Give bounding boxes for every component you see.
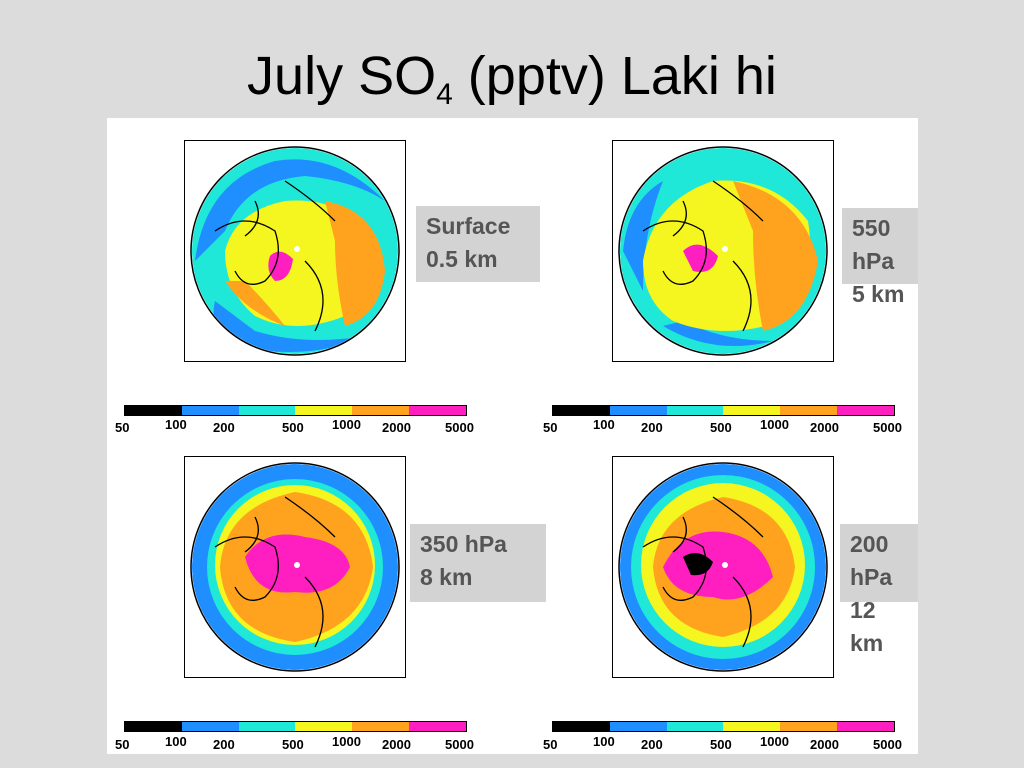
colorbar-segment [352, 722, 410, 731]
colorbar-ticks-surface: 50 100 200 500 1000 2000 5000 [115, 417, 485, 438]
colorbar-segment [780, 406, 838, 415]
colorbar-tick-label: 5000 [445, 420, 474, 435]
label-350hpa: 350 hPa 8 km [410, 524, 546, 602]
colorbar-tick-label: 100 [165, 417, 187, 432]
colorbar-tick-label: 500 [710, 737, 732, 752]
colorbar-ticks-550hpa: 50 100 200 500 1000 2000 5000 [543, 417, 913, 438]
colorbar-tick-label: 200 [641, 737, 663, 752]
colorbar-segment [553, 722, 610, 731]
map-200hpa [612, 456, 834, 678]
label-550hpa: 550 hPa 5 km [842, 208, 918, 307]
colorbar-tick-label: 200 [213, 737, 235, 752]
colorbar-tick-label: 200 [641, 420, 663, 435]
colorbar-tick-label: 50 [115, 737, 130, 752]
colorbar-tick-label: 1000 [760, 417, 789, 432]
colorbar-200hpa [552, 721, 895, 732]
colorbar-segment [352, 406, 410, 415]
colorbar-tick-label: 2000 [810, 737, 839, 752]
colorbar-segment [609, 722, 667, 731]
colorbar-segment [837, 406, 894, 415]
colorbar-ticks-350hpa: 50 100 200 500 1000 2000 5000 [115, 734, 485, 755]
colorbar-segment [666, 406, 724, 415]
colorbar-tick-label: 5000 [873, 420, 902, 435]
label-surface: Surface 0.5 km [416, 206, 540, 282]
colorbar-550hpa [552, 405, 895, 416]
colorbar-tick-label: 500 [282, 737, 304, 752]
colorbar-tick-label: 2000 [382, 420, 411, 435]
colorbar-segment [295, 722, 353, 731]
colorbar-segment [238, 722, 296, 731]
colorbar-tick-label: 50 [543, 420, 558, 435]
colorbar-segment [409, 406, 466, 415]
colorbar-tick-label: 50 [543, 737, 558, 752]
map-550hpa [612, 140, 834, 362]
colorbar-tick-label: 2000 [810, 420, 839, 435]
colorbar-tick-label: 1000 [332, 734, 361, 749]
colorbar-tick-label: 2000 [382, 737, 411, 752]
colorbar-segment [609, 406, 667, 415]
colorbar-350hpa [124, 721, 467, 732]
map-surface [184, 140, 406, 362]
colorbar-segment [723, 722, 781, 731]
label-200hpa: 200 hPa 12 km [840, 524, 918, 656]
colorbar-segment [125, 722, 182, 731]
colorbar-tick-label: 5000 [873, 737, 902, 752]
colorbar-tick-label: 500 [282, 420, 304, 435]
colorbar-tick-label: 100 [593, 417, 615, 432]
colorbar-tick-label: 50 [115, 420, 130, 435]
slide-title: July SO4 (pptv) Laki hi [247, 46, 777, 111]
colorbar-segment [181, 722, 239, 731]
colorbar-ticks-200hpa: 50 100 200 500 1000 2000 5000 [543, 734, 913, 755]
colorbar-segment [780, 722, 838, 731]
colorbar-tick-label: 1000 [332, 417, 361, 432]
colorbar-segment [125, 406, 182, 415]
colorbar-segment [181, 406, 239, 415]
map-350hpa [184, 456, 406, 678]
colorbar-segment [837, 722, 894, 731]
colorbar-surface [124, 405, 467, 416]
colorbar-segment [723, 406, 781, 415]
colorbar-tick-label: 5000 [445, 737, 474, 752]
colorbar-segment [295, 406, 353, 415]
colorbar-tick-label: 1000 [760, 734, 789, 749]
colorbar-segment [553, 406, 610, 415]
colorbar-tick-label: 200 [213, 420, 235, 435]
colorbar-tick-label: 100 [593, 734, 615, 749]
colorbar-segment [666, 722, 724, 731]
colorbar-segment [409, 722, 466, 731]
colorbar-tick-label: 100 [165, 734, 187, 749]
colorbar-tick-label: 500 [710, 420, 732, 435]
colorbar-segment [238, 406, 296, 415]
figure-panel: Surface 0.5 km 550 hPa 5 km [107, 118, 918, 754]
